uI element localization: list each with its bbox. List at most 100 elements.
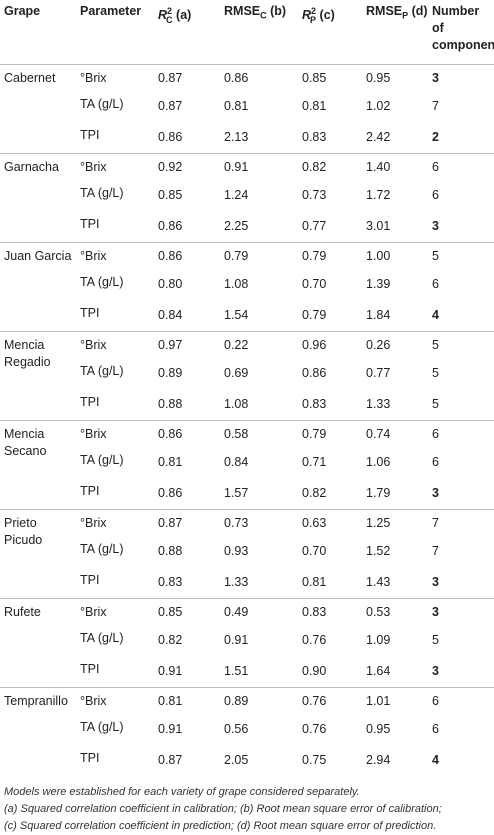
table-row: TA (g/L) 0.85 1.24 0.73 1.72 6 [0,180,494,211]
header-rmsec-sub: C [260,10,267,21]
r2p-cell: 0.75 [302,753,327,767]
r2c-cell: 0.91 [158,722,183,736]
grape-name: Garnacha [0,152,76,242]
r2p-cell: 0.83 [298,597,362,625]
r2p-cell: 0.76 [298,686,362,714]
rmsec-cell: 0.79 [220,241,298,269]
grape-group: Cabernet °Brix 0.87 0.86 0.85 0.95 3 TA (g/L) 0.… [0,63,494,154]
header-rmsep-base: RMSE [366,4,403,18]
table-row: Cabernet °Brix 0.87 0.86 0.85 0.95 3 [0,63,494,153]
r2p-cell: 0.79 [302,308,327,322]
parameter-cell: TPI [80,572,100,587]
r2c-cell: 0.80 [158,277,183,291]
header-parameter: Parameter [80,4,142,18]
r2p-cell: 0.90 [302,664,327,678]
table-row: TPI 0.86 2.25 0.77 3.01 3 [0,211,494,243]
rmsep-cell: 0.53 [362,597,428,625]
header-r2c: R2C (a) [154,0,220,64]
parameter-cell: TA (g/L) [80,630,124,645]
table-row: TPI 0.86 1.57 0.82 1.79 3 [0,478,494,510]
rmsep-cell: 1.79 [366,486,391,500]
components-cell: 3 [432,664,439,678]
r2c-cell: 0.85 [154,597,220,625]
table-row: Juan Garcia °Brix 0.86 0.79 0.79 1.00 5 [0,241,494,331]
rmsep-cell: 0.77 [366,366,391,380]
table-row: TPI 0.87 2.05 0.75 2.94 4 [0,745,494,776]
header-r2c-sup: 2 [167,6,173,16]
header-r2c-sub: C [166,14,173,25]
r2c-cell: 0.86 [158,486,183,500]
components-cell: 6 [428,152,494,180]
table-row: TA (g/L) 0.89 0.69 0.86 0.77 5 [0,358,494,389]
header-r2p-base: R [302,8,312,23]
r2p-cell: 0.63 [298,508,362,536]
grape-group: Garnacha °Brix 0.92 0.91 0.82 1.40 6 TA (g/L) 0.… [0,152,494,243]
rmsep-cell: 1.02 [366,99,391,113]
table-footnote: Models were established for each variety… [0,776,494,835]
r2c-cell: 0.92 [154,152,220,180]
rmsec-cell: 0.49 [220,597,298,625]
header-r2p-suffix: (c) [319,8,335,23]
table-row: TPI 0.86 2.13 0.83 2.42 2 [0,122,494,154]
header-rmsec-suffix: (b) [270,4,287,18]
rmsec-cell: 0.86 [220,63,298,91]
r2c-cell: 0.84 [158,308,183,322]
rmsep-cell: 0.74 [362,419,428,447]
r2p-cell: 0.83 [302,397,327,411]
rmsec-cell: 0.81 [224,99,249,113]
r2c-cell: 0.81 [154,686,220,714]
components-cell: 3 [428,63,494,91]
r2c-cell: 0.87 [158,99,183,113]
rmsec-cell: 1.33 [224,575,249,589]
components-cell: 4 [432,753,439,767]
rmsep-cell: 0.95 [362,63,428,91]
table-row: Garnacha °Brix 0.92 0.91 0.82 1.40 6 [0,152,494,242]
grape-name: Mencia Regadio [0,330,76,420]
header-components-line3: components [432,38,494,52]
table-row: TPI 0.84 1.54 0.79 1.84 4 [0,300,494,332]
table-row: TPI 0.91 1.51 0.90 1.64 3 [0,656,494,688]
rmsep-cell: 1.33 [366,397,391,411]
r2c-cell: 0.81 [158,455,183,469]
header-grape: Grape [4,4,41,18]
parameter-cell: °Brix [76,330,154,358]
parameter-cell: TPI [80,216,100,231]
r2p-cell: 0.76 [302,633,327,647]
r2c-cell: 0.86 [158,219,183,233]
r2p-cell: 0.70 [302,277,327,291]
rmsep-cell: 1.84 [366,308,391,322]
r2p-cell: 0.77 [302,219,327,233]
results-table: Grape Parameter R2C (a) RMSEC (b) R2P (c… [0,0,494,776]
components-cell: 3 [428,597,494,625]
rmsec-cell: 1.08 [224,277,249,291]
components-cell: 7 [432,99,439,113]
table-row: TA (g/L) 0.88 0.93 0.70 1.52 7 [0,536,494,567]
header-rmsep: RMSEP (d) [362,0,428,64]
rmsec-cell: 2.05 [224,753,249,767]
components-cell: 5 [428,241,494,269]
grape-group: Prieto Picudo °Brix 0.87 0.73 0.63 1.25 7 TA (g… [0,508,494,598]
header-r2p: R2P (c) [298,0,362,64]
rmsec-cell: 1.08 [224,397,249,411]
r2p-cell: 0.79 [298,419,362,447]
rmsec-cell: 0.89 [220,686,298,714]
table-row: Tempranillo °Brix 0.81 0.89 0.76 1.01 6 [0,686,494,776]
header-r2p-sup: 2 [311,6,317,16]
header-rmsec-base: RMSE [224,4,261,18]
r2p-cell: 0.76 [302,722,327,736]
r2c-cell: 0.83 [158,575,183,589]
parameter-cell: °Brix [76,241,154,269]
rmsec-cell: 1.54 [224,308,249,322]
components-cell: 5 [428,330,494,358]
parameter-cell: TPI [80,483,100,498]
parameter-cell: TPI [80,661,100,676]
parameter-cell: °Brix [76,686,154,714]
grape-group: Rufete °Brix 0.85 0.49 0.83 0.53 3 TA (g/L) 0.82… [0,597,494,688]
r2p-cell: 0.96 [298,330,362,358]
table-row: TA (g/L) 0.87 0.81 0.81 1.02 7 [0,91,494,122]
parameter-cell: TPI [80,394,100,409]
rmsep-cell: 2.42 [366,130,391,144]
r2c-cell: 0.88 [158,544,183,558]
header-r2p-sub: P [310,14,317,25]
rmsec-cell: 0.58 [220,419,298,447]
